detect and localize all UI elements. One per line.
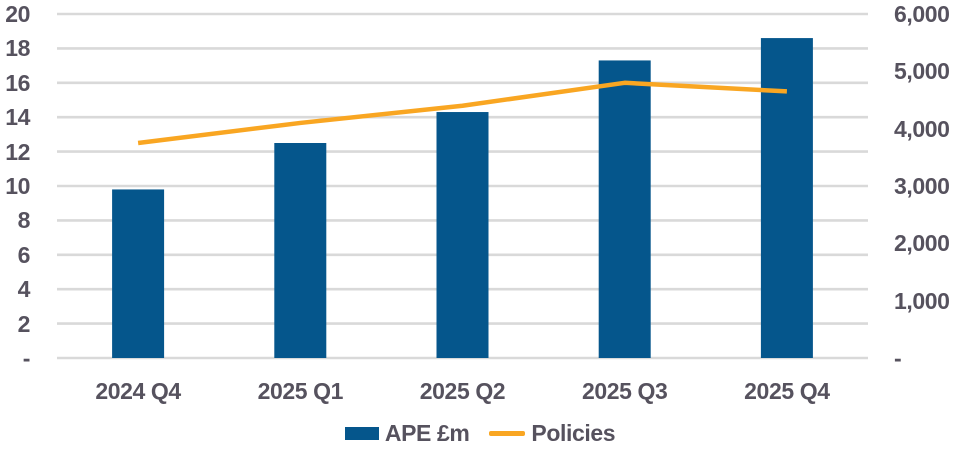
left-axis-tick: 14 — [5, 104, 30, 131]
left-axis-tick: 20 — [5, 1, 30, 27]
x-axis-label-2024-q4: 2024 Q4 — [95, 378, 181, 404]
bar-2025-q4[interactable] — [760, 38, 813, 359]
right-axis-tick: 5,000 — [894, 58, 950, 85]
x-axis-label-2025-q4: 2025 Q4 — [744, 378, 830, 404]
left-axis-tick: 16 — [5, 69, 30, 96]
right-axis-tick: 1,000 — [894, 287, 950, 314]
policies-legend-label: Policies — [531, 420, 616, 446]
right-axis-tick: - — [894, 345, 902, 371]
bar-2025-q3[interactable] — [598, 60, 651, 358]
left-axis-tick: 6 — [17, 241, 31, 268]
ape-series-swatch-icon — [344, 426, 379, 440]
bar-2025-q2[interactable] — [436, 112, 489, 358]
policies-line[interactable] — [137, 80, 788, 146]
x-axis-label-2025-q2: 2025 Q2 — [419, 378, 506, 404]
right-axis-tick: 2,000 — [894, 230, 950, 257]
left-axis-tick: 2 — [17, 310, 31, 337]
legend: APE £m Policies — [0, 419, 960, 447]
right-axis-tick: 4,000 — [894, 115, 950, 142]
left-axis-tick: - — [22, 345, 31, 371]
x-axis-label-2025-q1: 2025 Q1 — [257, 378, 344, 404]
x-axis-label-2025-q3: 2025 Q3 — [581, 378, 668, 404]
legend-item-policies[interactable]: Policies — [489, 420, 616, 446]
left-axis-tick: 10 — [5, 173, 30, 199]
left-axis-tick: 8 — [17, 207, 31, 234]
ape-legend-label: APE £m — [384, 420, 470, 446]
left-axis-tick: 18 — [5, 35, 30, 62]
right-axis-tick: 6,000 — [894, 1, 950, 27]
legend-item-ape[interactable]: APE £m — [344, 420, 470, 446]
left-axis-tick: 12 — [5, 138, 30, 165]
policies-series-line-icon — [489, 430, 526, 436]
left-axis-tick: 4 — [17, 276, 31, 303]
right-axis-tick: 3,000 — [894, 173, 950, 199]
bar-2025-q1[interactable] — [274, 143, 327, 358]
bar-2024-q4[interactable] — [112, 189, 165, 358]
